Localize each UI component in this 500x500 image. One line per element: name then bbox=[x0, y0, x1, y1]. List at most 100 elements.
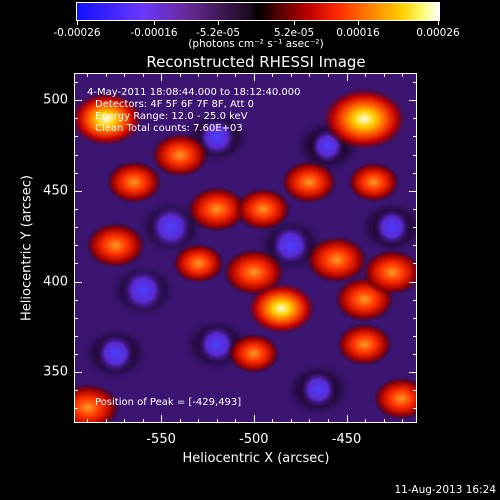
y-minor-tick bbox=[413, 118, 417, 120]
y-minor-tick bbox=[413, 408, 417, 410]
x-axis-title: Heliocentric X (arcsec) bbox=[182, 451, 330, 466]
x-tick bbox=[253, 415, 255, 423]
x-minor-tick bbox=[290, 73, 292, 77]
positive-source bbox=[186, 186, 247, 232]
y-minor-tick bbox=[413, 335, 417, 337]
colorbar-tick-label: -5.2e-05 bbox=[195, 27, 241, 39]
y-minor-tick bbox=[413, 299, 417, 301]
x-minor-tick bbox=[402, 73, 404, 77]
x-minor-tick bbox=[383, 73, 385, 77]
x-minor-tick bbox=[272, 419, 274, 423]
x-minor-tick bbox=[365, 73, 367, 77]
x-minor-tick bbox=[309, 419, 311, 423]
positive-source bbox=[322, 88, 407, 151]
y-tick bbox=[409, 281, 417, 283]
y-minor-tick bbox=[413, 390, 417, 392]
positive-source bbox=[85, 222, 146, 268]
x-minor-tick bbox=[142, 73, 144, 77]
y-minor-tick bbox=[413, 263, 417, 265]
y-minor-tick bbox=[74, 172, 78, 174]
positive-source bbox=[347, 162, 400, 203]
x-minor-tick bbox=[86, 419, 88, 423]
y-minor-tick bbox=[74, 245, 78, 247]
x-minor-tick bbox=[105, 419, 107, 423]
x-tick-label: -450 bbox=[331, 432, 362, 447]
negative-source bbox=[121, 268, 165, 313]
x-minor-tick bbox=[328, 419, 329, 423]
peak-position-label: Position of Peak = [-429,493] bbox=[95, 397, 242, 408]
y-tick bbox=[74, 100, 82, 102]
colorbar-tick bbox=[77, 21, 78, 25]
x-tick bbox=[161, 73, 163, 81]
x-minor-tick bbox=[124, 419, 126, 423]
x-minor-tick bbox=[235, 419, 237, 423]
positive-source bbox=[373, 377, 416, 420]
negative-source bbox=[149, 205, 193, 249]
y-minor-tick bbox=[74, 136, 78, 138]
negative-source bbox=[197, 117, 237, 157]
x-minor-tick bbox=[124, 73, 126, 77]
colorbar-tick-label: 0.00026 bbox=[416, 27, 460, 39]
y-tick bbox=[409, 190, 417, 192]
colorbar bbox=[76, 2, 440, 21]
x-minor-tick bbox=[290, 419, 292, 423]
colorbar-tick bbox=[218, 21, 219, 25]
y-minor-tick bbox=[74, 209, 78, 210]
y-minor-tick bbox=[74, 317, 78, 319]
colorbar-tick bbox=[358, 21, 359, 25]
y-tick-label: 350 bbox=[43, 364, 68, 380]
x-tick bbox=[346, 415, 348, 423]
positive-source bbox=[362, 249, 416, 296]
x-minor-tick bbox=[309, 73, 311, 77]
x-minor-tick bbox=[86, 73, 88, 77]
positive-source bbox=[222, 248, 285, 296]
heatmap-image bbox=[75, 74, 416, 422]
y-minor-tick bbox=[413, 245, 417, 247]
y-tick bbox=[409, 100, 417, 102]
y-tick-label: 500 bbox=[43, 92, 68, 108]
positive-source bbox=[305, 236, 368, 284]
x-minor-tick bbox=[179, 73, 181, 77]
x-minor-tick bbox=[272, 73, 274, 77]
y-minor-tick bbox=[413, 154, 417, 156]
y-minor-tick bbox=[74, 408, 78, 410]
x-tick bbox=[346, 73, 348, 81]
y-minor-tick bbox=[74, 118, 78, 120]
colorbar-tick-label: 5.2e-05 bbox=[273, 27, 315, 39]
y-axis-title: Heliocentric Y (arcsec) bbox=[19, 175, 35, 321]
y-minor-tick bbox=[74, 227, 78, 229]
y-tick bbox=[74, 281, 82, 283]
positive-source bbox=[336, 323, 393, 366]
y-minor-tick bbox=[413, 227, 417, 229]
x-minor-tick bbox=[216, 73, 218, 77]
clean-counts-label: Clean Total counts: 7.60E+03 bbox=[95, 123, 243, 134]
x-tick bbox=[161, 415, 163, 423]
y-minor-tick bbox=[74, 335, 78, 337]
x-tick-label: -550 bbox=[146, 432, 176, 447]
x-minor-tick bbox=[105, 73, 107, 77]
positive-source bbox=[75, 92, 143, 146]
colorbar-tick bbox=[438, 21, 439, 25]
y-minor-tick bbox=[74, 154, 78, 156]
colorbar-tick-label: 0.00016 bbox=[336, 27, 380, 39]
detectors-label: Detectors: 4F 5F 6F 7F 8F, Att 0 bbox=[95, 99, 255, 110]
negative-source bbox=[299, 371, 337, 409]
y-tick bbox=[409, 372, 417, 374]
y-minor-tick bbox=[74, 390, 78, 392]
positive-source bbox=[105, 160, 162, 204]
negative-source bbox=[197, 324, 237, 365]
x-minor-tick bbox=[383, 419, 385, 423]
positive-source bbox=[151, 133, 210, 178]
y-minor-tick bbox=[74, 299, 78, 301]
energy-range-label: Energy Range: 12.0 - 25.0 keV bbox=[95, 111, 248, 122]
y-minor-tick bbox=[413, 136, 417, 138]
positive-source bbox=[247, 282, 316, 334]
positive-source bbox=[172, 243, 225, 284]
colorbar-tick bbox=[154, 21, 155, 25]
positive-source bbox=[281, 160, 338, 204]
positive-source bbox=[75, 383, 120, 422]
x-minor-tick bbox=[235, 73, 237, 77]
y-tick bbox=[74, 190, 82, 192]
x-minor-tick bbox=[179, 419, 181, 423]
positive-source bbox=[227, 333, 280, 374]
